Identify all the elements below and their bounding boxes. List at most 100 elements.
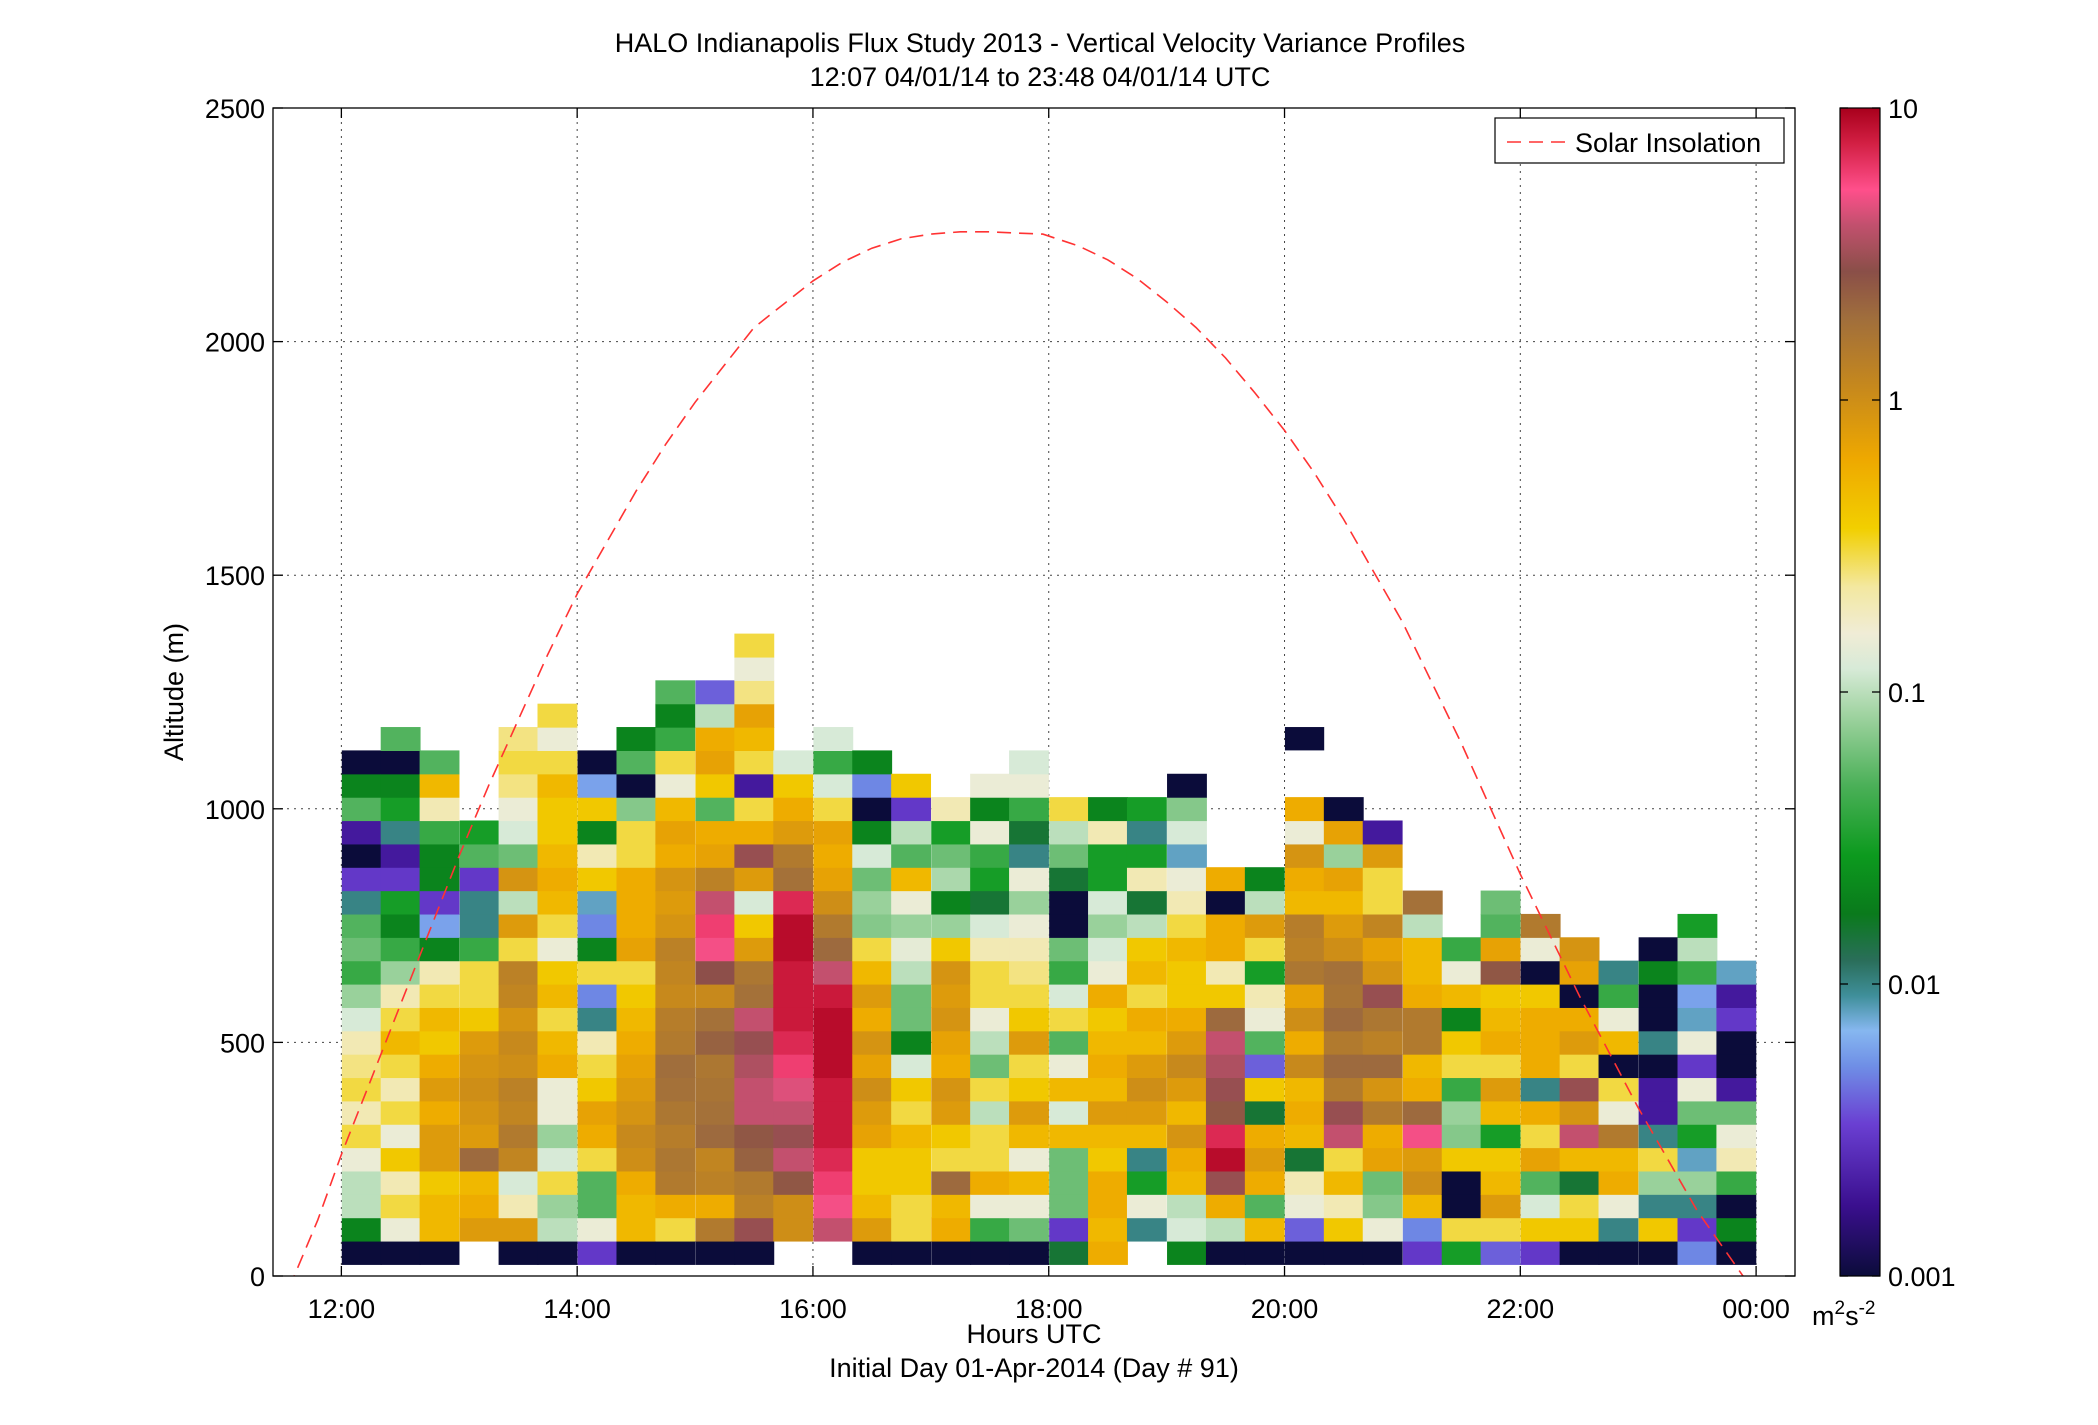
heatmap-cell (1638, 1194, 1679, 1219)
heatmap-cell (1598, 1170, 1639, 1195)
heatmap-cell (1049, 1007, 1090, 1032)
heatmap-cell (1598, 1240, 1639, 1265)
y-tick-label: 1500 (205, 561, 265, 591)
heatmap-cell (1088, 1170, 1128, 1195)
heatmap-cell (1559, 1217, 1600, 1242)
heatmap-cell (970, 937, 1011, 962)
heatmap-cell (695, 913, 736, 938)
heatmap-cell (537, 984, 578, 1008)
heatmap-cell (616, 890, 657, 915)
heatmap-cell (1716, 1030, 1757, 1055)
heatmap-cell (1205, 1240, 1246, 1265)
heatmap-cell (1559, 1147, 1600, 1172)
heatmap-cell (1559, 1077, 1600, 1102)
heatmap-cell (891, 1100, 932, 1125)
heatmap-cell (577, 773, 618, 798)
heatmap-cell (1167, 913, 1207, 938)
heatmap-cell (1559, 1100, 1600, 1125)
heatmap-cell (891, 1077, 932, 1102)
heatmap-cell (1284, 797, 1325, 822)
heatmap-cell (773, 1147, 814, 1172)
heatmap-cell (970, 890, 1011, 915)
heatmap-cell (970, 797, 1011, 822)
heatmap-cell (1284, 913, 1325, 938)
heatmap-cell (813, 1100, 854, 1125)
heatmap-cell (1362, 937, 1403, 962)
heatmap-cell (734, 937, 775, 962)
heatmap-cell (695, 1100, 736, 1125)
heatmap-cell (537, 1077, 578, 1102)
heatmap-cell (1088, 1194, 1128, 1219)
heatmap-cell (1441, 984, 1482, 1008)
heatmap-cell (1323, 843, 1364, 868)
heatmap-cell (734, 1077, 775, 1102)
heatmap-cell (891, 820, 932, 845)
heatmap-cell (1520, 1030, 1561, 1055)
heatmap-cell (1362, 1124, 1403, 1149)
heatmap-cell (380, 1007, 421, 1032)
heatmap-cell (813, 843, 854, 868)
heatmap-cell (891, 1030, 932, 1055)
heatmap-cell (1402, 1124, 1443, 1149)
heatmap-cell (1205, 1054, 1246, 1079)
heatmap-cell (1362, 960, 1403, 985)
y-tick-label: 1000 (205, 795, 265, 825)
heatmap-cell (1284, 984, 1325, 1008)
heatmap-cell (498, 727, 539, 751)
heatmap-cell (1402, 1007, 1443, 1032)
heatmap-cell (1284, 843, 1325, 868)
heatmap-cell (695, 1030, 736, 1055)
heatmap-cell (1167, 1240, 1207, 1265)
heatmap-cell (1049, 867, 1090, 892)
plot-frame (272, 107, 1796, 1277)
heatmap-cell (655, 1100, 696, 1125)
heatmap-cell (1244, 1077, 1285, 1102)
heatmap-cell (695, 1170, 736, 1195)
heatmap-cell (970, 1194, 1011, 1219)
heatmap-cell (1244, 960, 1285, 985)
heatmap-cell (577, 1240, 618, 1265)
heatmap-cell (1716, 1147, 1757, 1172)
heatmap-cell (813, 984, 854, 1008)
heatmap-cell (1677, 1007, 1718, 1032)
heatmap-cell (1598, 1030, 1639, 1055)
heatmap-cell (1362, 913, 1403, 938)
heatmap-cell (1716, 1077, 1757, 1102)
heatmap-cell (773, 820, 814, 845)
heatmap-cell (577, 984, 618, 1008)
heatmap-cell (1009, 1147, 1049, 1172)
heatmap-cell (931, 913, 972, 938)
heatmap-cell (498, 960, 539, 985)
heatmap-cell (1167, 1077, 1207, 1102)
heatmap-cell (1049, 1077, 1090, 1102)
heatmap-cell (1362, 1240, 1403, 1265)
heatmap-cell (537, 1240, 578, 1265)
heatmap-cell (1009, 843, 1049, 868)
heatmap-cell (1520, 1170, 1561, 1195)
heatmap-cell (341, 960, 382, 985)
heatmap-cell (1598, 1217, 1639, 1242)
heatmap-cell (1167, 1124, 1207, 1149)
heatmap-cell (1009, 890, 1049, 915)
heatmap-cell (813, 1054, 854, 1079)
heatmap-cell (1638, 1077, 1679, 1102)
heatmap-cell (1126, 1007, 1167, 1032)
heatmap-cell (695, 843, 736, 868)
heatmap-cell (891, 773, 932, 798)
heatmap-cell (419, 960, 460, 985)
heatmap-cell (1362, 1217, 1403, 1242)
heatmap-cell (773, 890, 814, 915)
heatmap-cell (459, 1030, 500, 1055)
heatmap-cell (380, 1194, 421, 1219)
heatmap-cell (1323, 913, 1364, 938)
heatmap-cell (852, 1170, 893, 1195)
heatmap-cell (537, 960, 578, 985)
heatmap-cell (1441, 1124, 1482, 1149)
heatmap-cell (1638, 1100, 1679, 1125)
heatmap-cell (734, 1054, 775, 1079)
heatmap-cell (537, 1054, 578, 1079)
heatmap-cell (1126, 913, 1167, 938)
heatmap-cell (537, 913, 578, 938)
heatmap-cell (813, 773, 854, 798)
heatmap-cell (655, 1170, 696, 1195)
